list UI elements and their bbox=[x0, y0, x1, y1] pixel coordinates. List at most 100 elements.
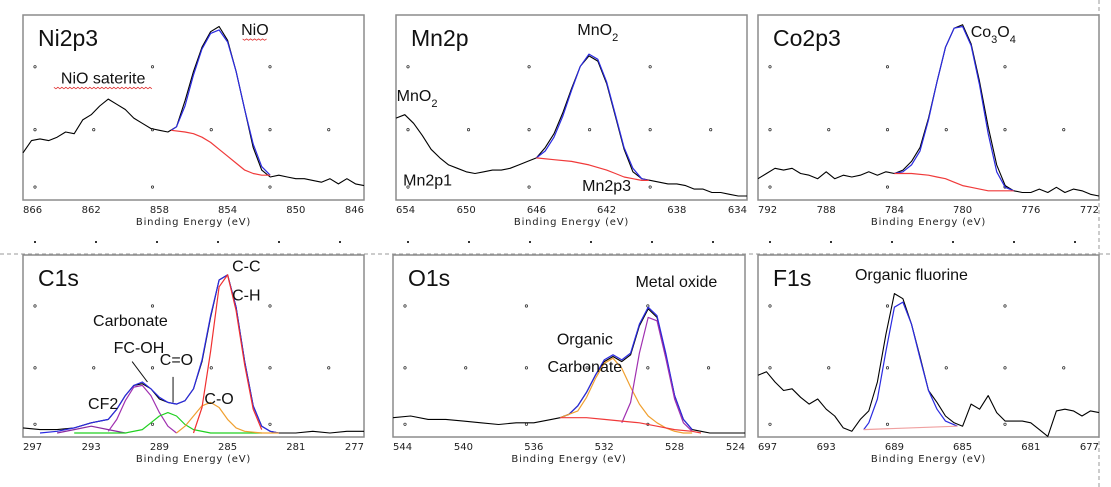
series-background bbox=[171, 129, 271, 176]
x-axis-label: Binding Energy (eV) bbox=[136, 454, 251, 465]
annotation-carbonate: Carbonate bbox=[547, 359, 622, 376]
grid-dot bbox=[588, 128, 592, 132]
x-tick-label: 532 bbox=[595, 442, 614, 453]
x-tick-label: 638 bbox=[667, 205, 686, 216]
grid-dot bbox=[407, 241, 409, 243]
annotation-mn2p1: Mn2p1 bbox=[403, 173, 452, 190]
x-tick-label: 285 bbox=[218, 442, 237, 453]
grid-dot bbox=[150, 65, 155, 69]
grid-dot bbox=[217, 241, 219, 243]
grid-dot bbox=[524, 304, 528, 308]
grid-dot bbox=[1003, 128, 1007, 132]
x-tick-label: 788 bbox=[817, 205, 836, 216]
x-axis-label: Binding Energy (eV) bbox=[136, 217, 251, 228]
annotation-organic-fluorine: Organic fluorine bbox=[855, 267, 968, 284]
grid-dot bbox=[278, 241, 280, 243]
grid-dot bbox=[464, 366, 468, 370]
annotation-mno2: MnO2 bbox=[577, 22, 618, 44]
grid-dot bbox=[885, 128, 890, 132]
grid-dot bbox=[768, 366, 772, 370]
grid-dot bbox=[33, 65, 37, 69]
annotation-mn2p3: Mn2p3 bbox=[582, 178, 631, 195]
x-tick-label: 536 bbox=[524, 442, 543, 453]
annotation-co3: Co3O4 bbox=[971, 24, 1016, 46]
series-fit-envelope bbox=[863, 301, 958, 430]
grid-dot bbox=[590, 241, 592, 243]
grid-dot bbox=[327, 366, 331, 370]
grid-dot bbox=[268, 422, 272, 426]
grid-dot bbox=[768, 185, 772, 189]
x-axis-label: Binding Energy (eV) bbox=[514, 217, 629, 228]
annotation-mno2: MnO2 bbox=[397, 88, 438, 110]
x-tick-label: 293 bbox=[82, 442, 101, 453]
annotation-carbonate: Carbonate bbox=[93, 313, 168, 330]
grid-dot bbox=[529, 241, 531, 243]
x-tick-label: 277 bbox=[345, 442, 364, 453]
grid-dot bbox=[524, 366, 528, 370]
panel-mn2p: 654 650 646 642 638 634 Binding Energy (eV) Mn2… bbox=[395, 14, 748, 228]
x-tick-label: 289 bbox=[150, 442, 169, 453]
grid-dot bbox=[885, 65, 890, 69]
grid-dot bbox=[406, 128, 410, 132]
grid-dot bbox=[327, 128, 331, 132]
grid-dot bbox=[150, 304, 155, 308]
series-background bbox=[894, 172, 1014, 192]
grid-dot bbox=[466, 128, 471, 132]
panel-title: O1s bbox=[408, 265, 450, 291]
plot-frame bbox=[392, 254, 746, 438]
annotation-c-c: C-C bbox=[232, 259, 260, 276]
grid-dot bbox=[885, 185, 890, 189]
grid-dot bbox=[268, 65, 272, 69]
x-tick-label: 693 bbox=[817, 442, 836, 453]
grid-dot bbox=[827, 128, 831, 132]
grid-dot bbox=[156, 241, 158, 243]
grid-dot bbox=[268, 366, 272, 370]
series-organic-carbonate bbox=[559, 357, 693, 434]
panel-title: Co2p3 bbox=[773, 25, 841, 51]
annotation-fc-oh: FC-OH bbox=[114, 340, 165, 357]
grid-dot bbox=[33, 128, 37, 132]
grid-dot bbox=[403, 366, 407, 370]
panel-title: C1s bbox=[38, 265, 79, 291]
plot-frame bbox=[757, 14, 1100, 201]
x-tick-label: 544 bbox=[393, 442, 412, 453]
annotation-cf2: CF2 bbox=[88, 396, 118, 413]
panel-title: Mn2p bbox=[411, 25, 469, 51]
grid-dot bbox=[769, 241, 771, 243]
grid-dot bbox=[92, 366, 96, 370]
grid-dot bbox=[707, 366, 711, 370]
grid-dot bbox=[1003, 65, 1007, 69]
x-tick-label: 677 bbox=[1080, 442, 1099, 453]
panel-title: Ni2p3 bbox=[38, 25, 98, 51]
series-raw bbox=[395, 55, 747, 197]
x-tick-label: 866 bbox=[23, 205, 42, 216]
x-tick-label: 697 bbox=[758, 442, 777, 453]
panel-o1s: 544 540 536 532 528 524 Binding Energy (eV) O1s… bbox=[392, 254, 746, 465]
grid-dot bbox=[944, 366, 948, 370]
spellcheck-underline bbox=[242, 38, 267, 41]
x-tick-label: 850 bbox=[286, 205, 305, 216]
grid-dot bbox=[1013, 241, 1015, 243]
grid-dot bbox=[1062, 366, 1066, 370]
x-tick-label: 528 bbox=[665, 442, 684, 453]
grid-dot bbox=[527, 128, 531, 132]
series-background bbox=[536, 157, 649, 181]
x-tick-label: 776 bbox=[1021, 205, 1040, 216]
x-tick-label: 772 bbox=[1080, 205, 1099, 216]
annotation-nio: NiO bbox=[241, 22, 269, 39]
series-fit-envelope bbox=[894, 25, 1015, 192]
x-tick-label: 685 bbox=[953, 442, 972, 453]
x-tick-label: 650 bbox=[457, 205, 476, 216]
plot-frame bbox=[757, 254, 1100, 438]
grid-dot bbox=[768, 128, 772, 132]
x-tick-label: 854 bbox=[218, 205, 237, 216]
grid-dot bbox=[709, 128, 713, 132]
annotation-c-o: C-O bbox=[204, 391, 233, 408]
x-tick-label: 297 bbox=[23, 442, 42, 453]
grid-dot bbox=[648, 128, 652, 132]
grid-dot bbox=[33, 366, 37, 370]
x-axis-label: Binding Energy (eV) bbox=[511, 454, 626, 465]
grid-dot bbox=[524, 422, 528, 426]
plot-frame bbox=[22, 254, 365, 438]
grid-dot bbox=[830, 241, 832, 243]
